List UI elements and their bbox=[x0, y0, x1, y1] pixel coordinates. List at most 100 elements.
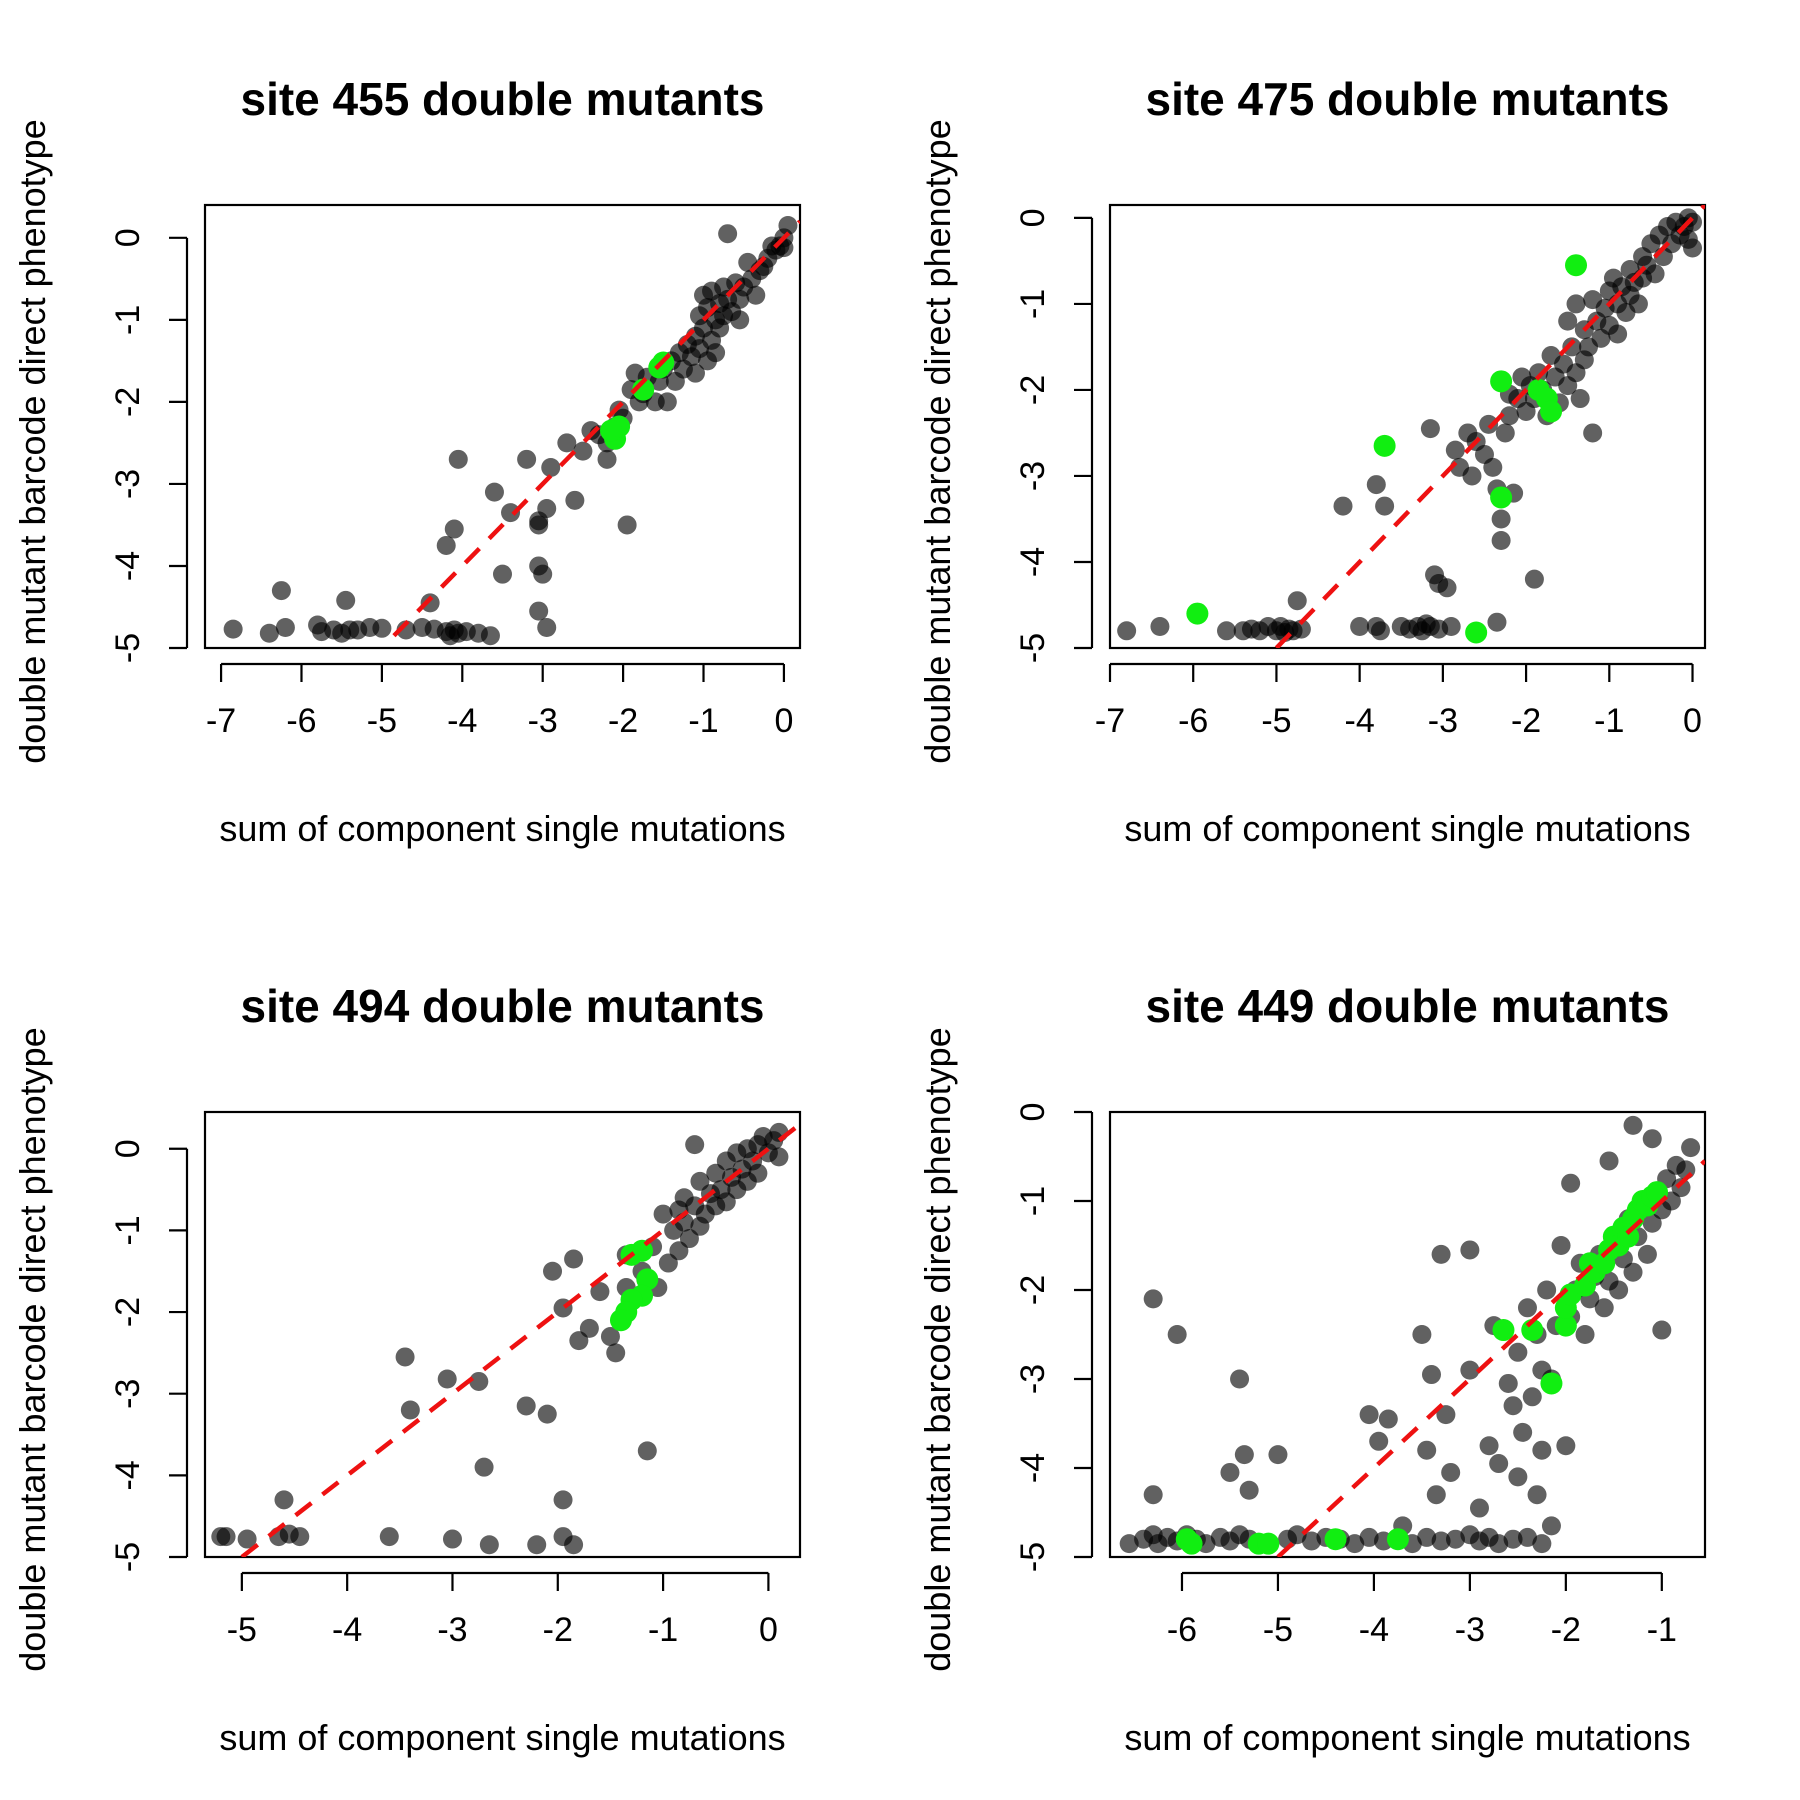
data-point bbox=[1522, 1387, 1542, 1407]
data-point bbox=[1460, 1240, 1480, 1260]
data-point bbox=[1608, 324, 1628, 344]
data-point bbox=[1503, 1529, 1523, 1549]
data-point bbox=[1487, 612, 1507, 632]
highlight-point bbox=[1186, 602, 1209, 625]
data-point bbox=[1683, 212, 1703, 232]
y-tick-label: -2 bbox=[1014, 1275, 1052, 1305]
data-point bbox=[537, 617, 557, 637]
y-tick-label: -3 bbox=[109, 1379, 147, 1409]
highlight-point bbox=[1617, 1225, 1640, 1248]
data-point bbox=[1437, 578, 1457, 598]
data-point bbox=[1436, 1405, 1456, 1425]
data-point bbox=[1431, 1531, 1451, 1551]
data-point bbox=[1551, 1236, 1571, 1255]
data-point bbox=[259, 623, 279, 643]
identity-line bbox=[1276, 1159, 1705, 1557]
plot-area bbox=[223, 216, 800, 646]
data-point bbox=[336, 590, 356, 610]
data-point bbox=[543, 1261, 563, 1281]
data-point bbox=[1462, 466, 1482, 486]
y-tick-label: -5 bbox=[1014, 1542, 1052, 1572]
data-point bbox=[1117, 621, 1137, 641]
data-point bbox=[1143, 1485, 1163, 1505]
highlight-point bbox=[1565, 254, 1588, 277]
x-tick-label: -3 bbox=[1428, 702, 1458, 740]
data-point bbox=[1217, 621, 1237, 641]
data-point bbox=[1479, 414, 1499, 434]
highlight-point bbox=[1540, 400, 1563, 423]
data-point bbox=[1370, 621, 1390, 641]
x-axis-label: sum of component single mutations bbox=[1124, 808, 1690, 849]
data-point bbox=[1333, 496, 1353, 516]
data-point bbox=[557, 433, 577, 453]
data-point bbox=[746, 285, 766, 305]
data-point bbox=[1541, 1516, 1561, 1536]
data-point bbox=[1268, 1445, 1288, 1465]
identity-line bbox=[392, 219, 800, 638]
data-point bbox=[1537, 1280, 1557, 1300]
y-tick-label: -1 bbox=[109, 1215, 147, 1245]
y-tick-label: 0 bbox=[109, 228, 147, 247]
x-axis-label: sum of component single mutations bbox=[1124, 1717, 1690, 1758]
data-point bbox=[541, 458, 561, 478]
x-tick-label: -6 bbox=[1178, 702, 1208, 740]
data-point bbox=[1350, 616, 1370, 636]
data-point bbox=[527, 1535, 547, 1555]
data-point bbox=[565, 490, 585, 510]
panel-site-494: site 494 double mutants sum of component… bbox=[12, 980, 802, 1758]
y-tick-label: 0 bbox=[109, 1139, 147, 1158]
data-point bbox=[1583, 423, 1603, 443]
x-tick-label: -2 bbox=[543, 1611, 573, 1649]
x-tick-label: -4 bbox=[332, 1611, 362, 1649]
data-point bbox=[1642, 1213, 1662, 1233]
data-point bbox=[657, 392, 677, 412]
y-tick-label: -4 bbox=[1014, 1453, 1052, 1483]
highlight-point bbox=[1257, 1532, 1280, 1555]
data-point bbox=[1623, 1262, 1643, 1282]
data-point bbox=[1143, 1289, 1163, 1309]
data-point bbox=[1498, 1373, 1518, 1393]
y-tick-label: -4 bbox=[1014, 547, 1052, 577]
data-point bbox=[537, 499, 557, 519]
data-point bbox=[600, 1327, 620, 1347]
data-point bbox=[1302, 1531, 1322, 1551]
data-point bbox=[769, 1147, 789, 1167]
data-point bbox=[590, 1282, 610, 1302]
x-tick-label: -1 bbox=[1594, 702, 1624, 740]
y-tick-label: -4 bbox=[109, 1460, 147, 1490]
data-point bbox=[1479, 1436, 1499, 1456]
data-point bbox=[1628, 294, 1648, 314]
y-axis-label: double mutant barcode direct phenotype bbox=[917, 1027, 958, 1671]
highlight-point bbox=[1386, 1528, 1409, 1551]
data-point bbox=[553, 1490, 573, 1510]
data-point bbox=[448, 449, 468, 469]
data-point bbox=[420, 593, 440, 613]
data-point bbox=[1637, 1244, 1657, 1264]
x-tick-label: -3 bbox=[528, 702, 558, 740]
data-point bbox=[1561, 1173, 1581, 1193]
data-point bbox=[1513, 1422, 1533, 1442]
data-point bbox=[484, 482, 504, 502]
y-tick-label: -5 bbox=[109, 633, 147, 663]
data-point bbox=[1623, 1115, 1643, 1135]
data-point bbox=[1441, 616, 1461, 636]
data-point bbox=[1426, 1485, 1446, 1505]
data-point bbox=[444, 519, 464, 539]
y-tick-label: -1 bbox=[109, 305, 147, 335]
x-tick-label: -3 bbox=[1455, 1611, 1485, 1649]
data-point bbox=[1517, 1527, 1537, 1547]
data-point bbox=[617, 515, 637, 535]
data-point bbox=[579, 1318, 599, 1338]
data-point bbox=[1291, 619, 1311, 639]
data-point bbox=[1287, 1525, 1307, 1545]
highlight-point bbox=[1540, 1372, 1563, 1395]
x-tick-label: -5 bbox=[227, 1611, 257, 1649]
data-point bbox=[517, 449, 537, 469]
data-point bbox=[1366, 475, 1386, 495]
data-point bbox=[223, 619, 243, 639]
data-point bbox=[1562, 337, 1582, 357]
data-point bbox=[1287, 591, 1307, 611]
x-tick-label: -6 bbox=[1167, 1611, 1197, 1649]
highlight-point bbox=[1324, 1528, 1347, 1551]
data-point bbox=[1499, 406, 1519, 426]
